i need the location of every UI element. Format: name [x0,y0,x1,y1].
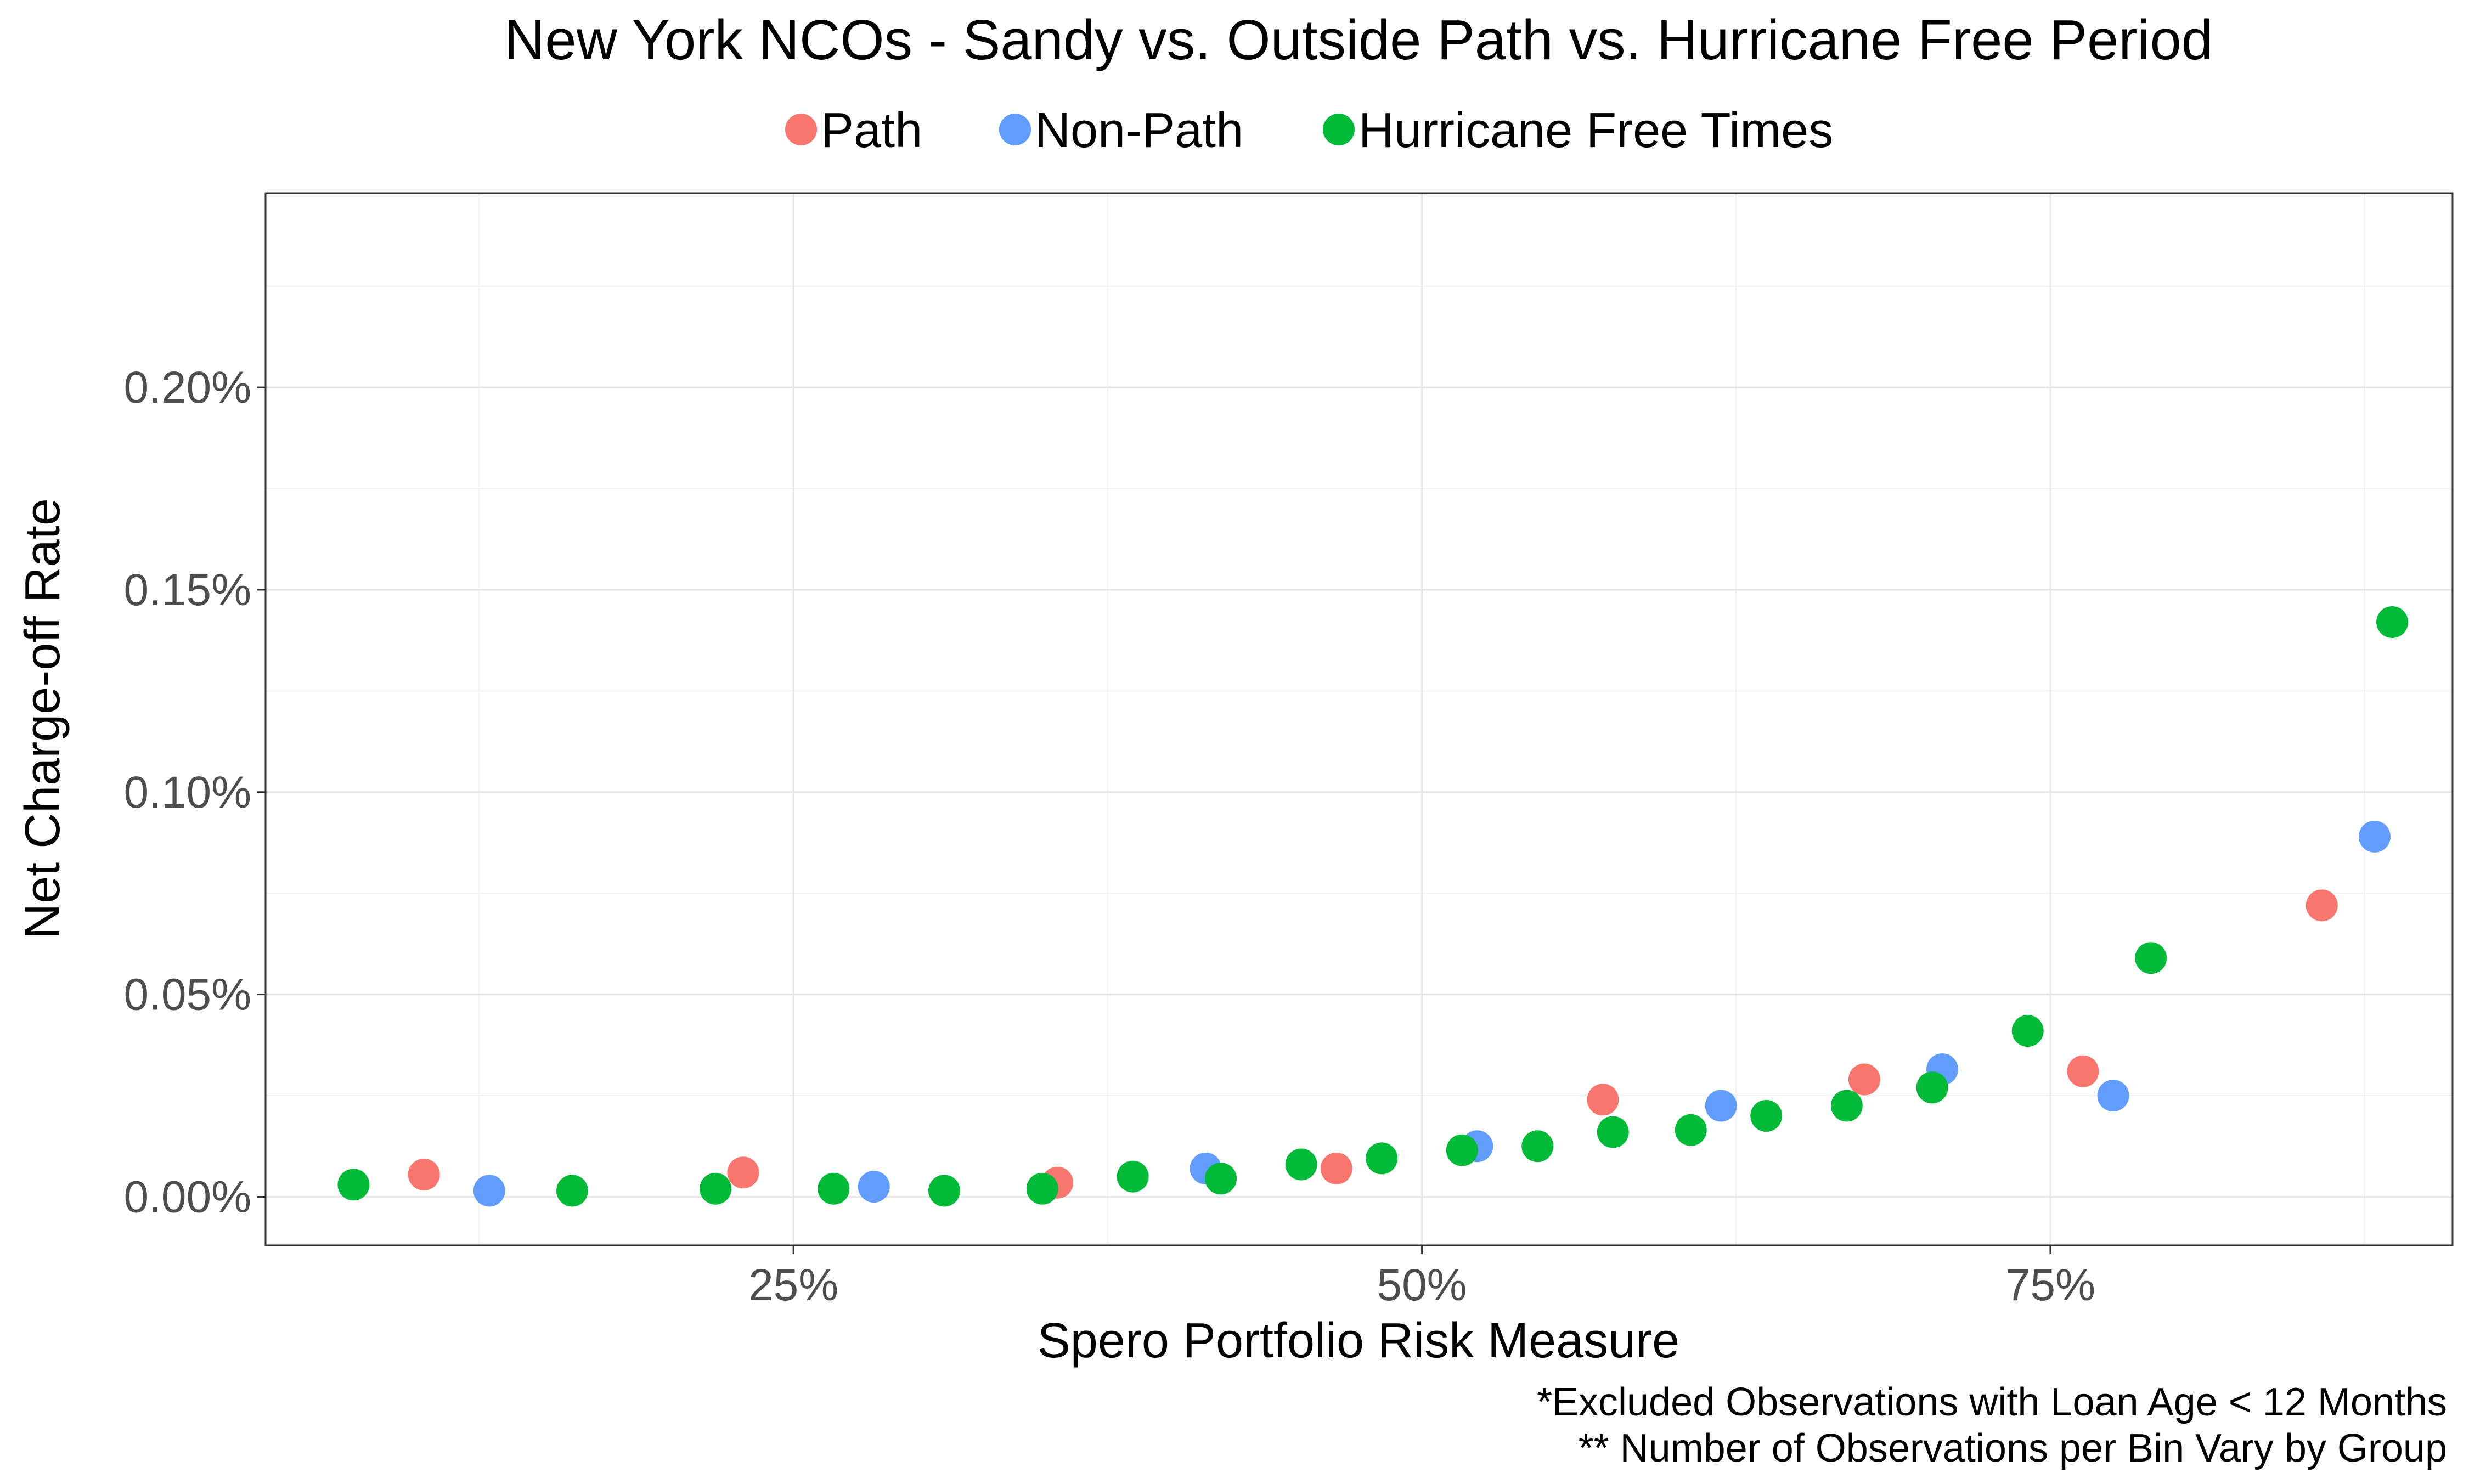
data-point [1675,1114,1707,1146]
x-axis-title: Spero Portfolio Risk Measure [1038,1313,1679,1368]
data-point [1830,1090,1863,1122]
data-point [1587,1084,1619,1116]
data-point [2011,1015,2044,1047]
legend-label: Path [821,103,922,158]
legend-key-dot [999,114,1031,145]
series-hurricane-free-times [337,606,2409,1207]
data-point [2135,942,2167,974]
chart-title: New York NCOs - Sandy vs. Outside Path v… [504,8,2213,71]
data-point [2067,1055,2099,1087]
legend-key-dot [1323,114,1355,145]
legend-label: Hurricane Free Times [1358,103,1833,158]
data-points [337,606,2409,1207]
data-point [727,1156,759,1189]
x-axis: 25% 50% 75% [748,1245,2095,1310]
footnote-loan-age: *Excluded Observations with Loan Age < 1… [1537,1380,2447,1424]
y-tick-label: 0.00% [123,1172,251,1222]
data-point [818,1172,850,1205]
data-point [2097,1080,2129,1112]
legend-label: Non-Path [1035,103,1243,158]
data-point [1916,1071,1948,1104]
footnote-observations: ** Number of Observations per Bin Vary b… [1579,1426,2447,1470]
data-point [1320,1152,1352,1184]
y-tick-label: 0.10% [123,768,251,817]
data-point [1205,1163,1237,1195]
data-point [1597,1116,1629,1148]
data-point [2358,820,2391,853]
legend-item-path: Path [785,103,922,158]
y-axis: 0.00% 0.05% 0.10% 0.15% 0.20% [123,363,266,1222]
data-point [1117,1160,1149,1193]
y-tick-label: 0.05% [123,970,251,1020]
data-point [858,1171,890,1203]
x-tick-label: 50% [1377,1260,1467,1310]
grid [266,193,2453,1245]
data-point [1026,1172,1058,1205]
legend-item-hurricane-free-times: Hurricane Free Times [1323,103,1833,158]
legend-key-dot [785,114,817,145]
legend-item-non-path: Non-Path [999,103,1243,158]
plot-panel-border [264,192,2454,1246]
data-point [928,1175,961,1207]
legend: Path Non-Path Hurricane Free Times [785,103,1833,158]
data-point [1521,1130,1554,1163]
data-point [1446,1134,1478,1166]
x-tick-label: 25% [748,1260,838,1310]
data-point [1285,1148,1317,1181]
y-tick-label: 0.20% [123,363,251,413]
data-point [2376,606,2409,638]
data-point [1848,1063,1880,1096]
y-axis-title: Net Charge-off Rate [15,498,70,939]
y-tick-label: 0.15% [123,565,251,615]
data-point [700,1172,732,1205]
data-point [337,1169,370,1201]
data-point [473,1175,505,1207]
data-point [1366,1142,1398,1175]
data-point [408,1158,440,1190]
data-point [1705,1090,1737,1122]
data-point [1750,1099,1783,1132]
x-tick-label: 75% [2005,1260,2095,1310]
data-point [2305,889,2338,922]
series-path [408,889,2338,1199]
data-point [556,1175,588,1207]
